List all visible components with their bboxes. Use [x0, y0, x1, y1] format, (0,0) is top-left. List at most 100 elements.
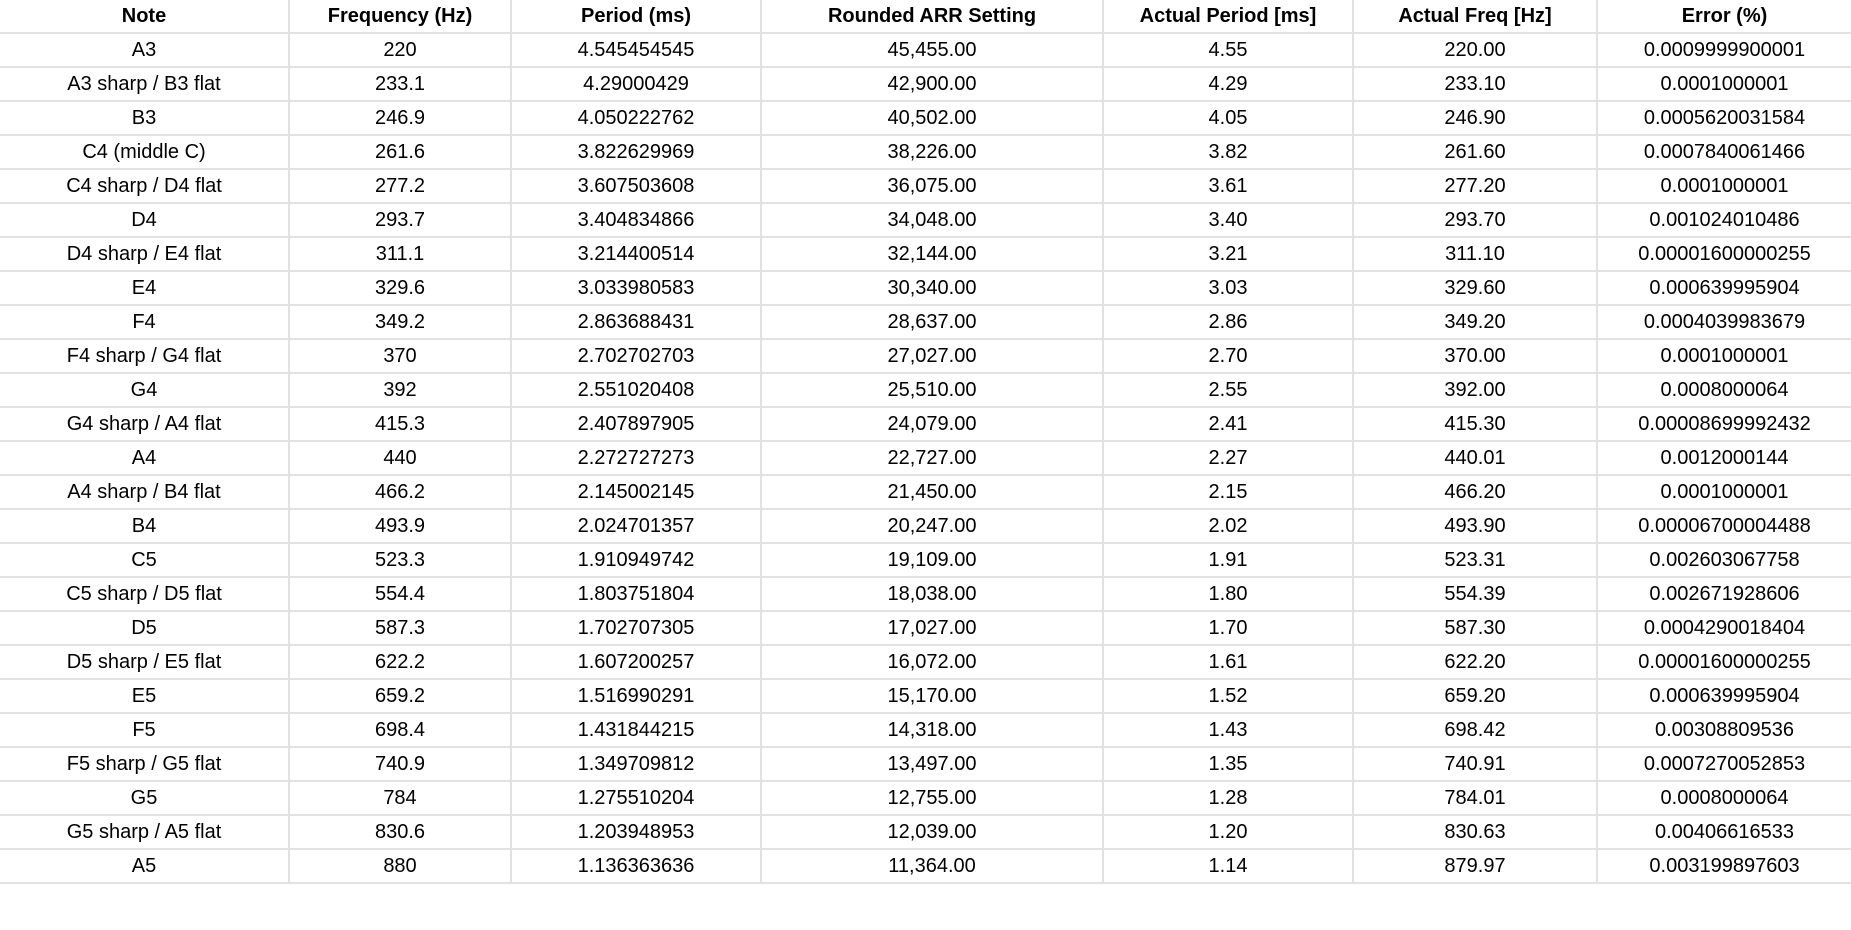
- frequency-cell[interactable]: 880: [289, 849, 512, 884]
- actual-period-cell[interactable]: 1.91: [1103, 543, 1354, 578]
- actual-period-cell[interactable]: 1.61: [1103, 645, 1354, 680]
- arr-setting-cell[interactable]: 19,109.00: [761, 543, 1104, 578]
- period-cell[interactable]: 1.203948953: [511, 815, 762, 850]
- actual-freq-cell[interactable]: 659.20: [1353, 679, 1598, 714]
- arr-setting-cell[interactable]: 25,510.00: [761, 373, 1104, 408]
- actual-period-cell[interactable]: 3.82: [1103, 135, 1354, 170]
- frequency-cell[interactable]: 293.7: [289, 203, 512, 238]
- error-cell[interactable]: 0.0004290018404: [1597, 611, 1851, 646]
- note-cell[interactable]: C5: [0, 543, 290, 578]
- note-cell[interactable]: C4 sharp / D4 flat: [0, 169, 290, 204]
- period-cell[interactable]: 2.863688431: [511, 305, 762, 340]
- error-cell[interactable]: 0.00001600000255: [1597, 645, 1851, 680]
- frequency-cell[interactable]: 698.4: [289, 713, 512, 748]
- actual-freq-cell[interactable]: 554.39: [1353, 577, 1598, 612]
- error-cell[interactable]: 0.0008000064: [1597, 781, 1851, 816]
- period-cell[interactable]: 2.024701357: [511, 509, 762, 544]
- arr-setting-cell[interactable]: 24,079.00: [761, 407, 1104, 442]
- actual-period-cell[interactable]: 1.80: [1103, 577, 1354, 612]
- header-frequency[interactable]: Frequency (Hz): [289, 0, 512, 34]
- note-cell[interactable]: B4: [0, 509, 290, 544]
- actual-freq-cell[interactable]: 587.30: [1353, 611, 1598, 646]
- actual-freq-cell[interactable]: 698.42: [1353, 713, 1598, 748]
- error-cell[interactable]: 0.0001000001: [1597, 169, 1851, 204]
- error-cell[interactable]: 0.0008000064: [1597, 373, 1851, 408]
- note-cell[interactable]: C5 sharp / D5 flat: [0, 577, 290, 612]
- note-cell[interactable]: A3 sharp / B3 flat: [0, 67, 290, 102]
- actual-freq-cell[interactable]: 311.10: [1353, 237, 1598, 272]
- actual-freq-cell[interactable]: 261.60: [1353, 135, 1598, 170]
- arr-setting-cell[interactable]: 11,364.00: [761, 849, 1104, 884]
- period-cell[interactable]: 2.407897905: [511, 407, 762, 442]
- arr-setting-cell[interactable]: 42,900.00: [761, 67, 1104, 102]
- actual-freq-cell[interactable]: 493.90: [1353, 509, 1598, 544]
- actual-freq-cell[interactable]: 277.20: [1353, 169, 1598, 204]
- frequency-cell[interactable]: 740.9: [289, 747, 512, 782]
- arr-setting-cell[interactable]: 36,075.00: [761, 169, 1104, 204]
- error-cell[interactable]: 0.000639995904: [1597, 271, 1851, 306]
- actual-period-cell[interactable]: 4.29: [1103, 67, 1354, 102]
- note-cell[interactable]: D4 sharp / E4 flat: [0, 237, 290, 272]
- error-cell[interactable]: 0.0012000144: [1597, 441, 1851, 476]
- arr-setting-cell[interactable]: 30,340.00: [761, 271, 1104, 306]
- frequency-cell[interactable]: 554.4: [289, 577, 512, 612]
- actual-period-cell[interactable]: 2.70: [1103, 339, 1354, 374]
- period-cell[interactable]: 3.033980583: [511, 271, 762, 306]
- note-cell[interactable]: A5: [0, 849, 290, 884]
- header-period[interactable]: Period (ms): [511, 0, 762, 34]
- actual-freq-cell[interactable]: 329.60: [1353, 271, 1598, 306]
- frequency-cell[interactable]: 370: [289, 339, 512, 374]
- arr-setting-cell[interactable]: 34,048.00: [761, 203, 1104, 238]
- actual-period-cell[interactable]: 2.15: [1103, 475, 1354, 510]
- note-cell[interactable]: D5: [0, 611, 290, 646]
- header-actual-freq[interactable]: Actual Freq [Hz]: [1353, 0, 1598, 34]
- arr-setting-cell[interactable]: 18,038.00: [761, 577, 1104, 612]
- arr-setting-cell[interactable]: 38,226.00: [761, 135, 1104, 170]
- header-error[interactable]: Error (%): [1597, 0, 1851, 34]
- actual-period-cell[interactable]: 2.55: [1103, 373, 1354, 408]
- arr-setting-cell[interactable]: 17,027.00: [761, 611, 1104, 646]
- frequency-cell[interactable]: 246.9: [289, 101, 512, 136]
- arr-setting-cell[interactable]: 45,455.00: [761, 33, 1104, 68]
- error-cell[interactable]: 0.00006700004488: [1597, 509, 1851, 544]
- actual-period-cell[interactable]: 3.61: [1103, 169, 1354, 204]
- frequency-cell[interactable]: 830.6: [289, 815, 512, 850]
- error-cell[interactable]: 0.0001000001: [1597, 475, 1851, 510]
- frequency-cell[interactable]: 233.1: [289, 67, 512, 102]
- actual-period-cell[interactable]: 4.55: [1103, 33, 1354, 68]
- actual-period-cell[interactable]: 1.35: [1103, 747, 1354, 782]
- actual-freq-cell[interactable]: 392.00: [1353, 373, 1598, 408]
- note-cell[interactable]: G5: [0, 781, 290, 816]
- note-cell[interactable]: F4: [0, 305, 290, 340]
- period-cell[interactable]: 2.272727273: [511, 441, 762, 476]
- note-cell[interactable]: F5 sharp / G5 flat: [0, 747, 290, 782]
- actual-period-cell[interactable]: 2.02: [1103, 509, 1354, 544]
- arr-setting-cell[interactable]: 12,755.00: [761, 781, 1104, 816]
- actual-period-cell[interactable]: 3.40: [1103, 203, 1354, 238]
- period-cell[interactable]: 3.214400514: [511, 237, 762, 272]
- note-cell[interactable]: D4: [0, 203, 290, 238]
- note-cell[interactable]: D5 sharp / E5 flat: [0, 645, 290, 680]
- period-cell[interactable]: 1.607200257: [511, 645, 762, 680]
- error-cell[interactable]: 0.0007270052853: [1597, 747, 1851, 782]
- frequency-cell[interactable]: 392: [289, 373, 512, 408]
- actual-freq-cell[interactable]: 622.20: [1353, 645, 1598, 680]
- error-cell[interactable]: 0.002671928606: [1597, 577, 1851, 612]
- actual-period-cell[interactable]: 1.28: [1103, 781, 1354, 816]
- actual-freq-cell[interactable]: 740.91: [1353, 747, 1598, 782]
- frequency-cell[interactable]: 622.2: [289, 645, 512, 680]
- period-cell[interactable]: 1.516990291: [511, 679, 762, 714]
- period-cell[interactable]: 3.822629969: [511, 135, 762, 170]
- actual-period-cell[interactable]: 4.05: [1103, 101, 1354, 136]
- error-cell[interactable]: 0.00001600000255: [1597, 237, 1851, 272]
- arr-setting-cell[interactable]: 40,502.00: [761, 101, 1104, 136]
- period-cell[interactable]: 1.702707305: [511, 611, 762, 646]
- period-cell[interactable]: 1.136363636: [511, 849, 762, 884]
- actual-freq-cell[interactable]: 293.70: [1353, 203, 1598, 238]
- actual-period-cell[interactable]: 1.52: [1103, 679, 1354, 714]
- period-cell[interactable]: 1.275510204: [511, 781, 762, 816]
- error-cell[interactable]: 0.0005620031584: [1597, 101, 1851, 136]
- header-actual-period[interactable]: Actual Period [ms]: [1103, 0, 1354, 34]
- frequency-cell[interactable]: 220: [289, 33, 512, 68]
- actual-freq-cell[interactable]: 233.10: [1353, 67, 1598, 102]
